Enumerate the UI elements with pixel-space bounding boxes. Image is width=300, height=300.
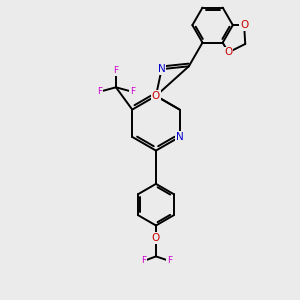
Text: O: O (224, 47, 232, 57)
Text: O: O (152, 91, 160, 101)
Text: F: F (130, 87, 135, 96)
Text: F: F (167, 256, 172, 266)
Text: F: F (97, 87, 102, 96)
Text: F: F (113, 66, 119, 75)
Text: N: N (158, 64, 166, 74)
Text: O: O (240, 20, 248, 30)
Text: O: O (152, 233, 160, 243)
Text: N: N (176, 132, 184, 142)
Text: F: F (142, 256, 147, 266)
